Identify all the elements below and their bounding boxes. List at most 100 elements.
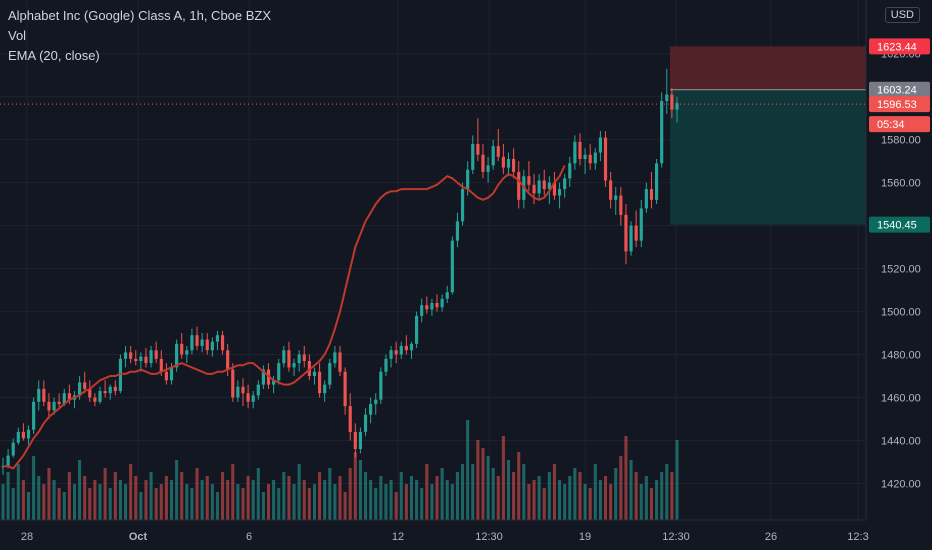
volume-bar	[205, 476, 209, 520]
candle	[154, 341, 158, 364]
volume-bar	[113, 472, 117, 520]
volume-bar	[593, 464, 597, 520]
volume-bar	[169, 480, 174, 520]
price-tick-label: 1500.00	[881, 307, 921, 319]
candle-body	[399, 345, 403, 355]
last-price-tag-bg	[869, 96, 930, 113]
candle-body	[404, 345, 408, 351]
candle-body	[32, 401, 36, 430]
candle-body	[98, 391, 102, 402]
candle	[649, 171, 654, 209]
price-tick-label: 1520.00	[881, 264, 921, 276]
candle	[195, 326, 199, 351]
volume-bar	[297, 464, 301, 520]
candle-body	[200, 339, 204, 346]
candle	[598, 131, 602, 162]
candle	[486, 156, 490, 183]
candle-body	[241, 386, 245, 394]
candle-body	[215, 335, 220, 342]
volume-bar	[185, 484, 189, 520]
volume-bar	[522, 464, 526, 520]
volume-bar	[649, 488, 654, 520]
candle	[200, 333, 204, 353]
candle-body	[231, 369, 235, 398]
candle	[425, 296, 429, 314]
candle-body	[624, 214, 628, 252]
candle	[491, 139, 495, 170]
candle	[323, 380, 327, 402]
volume-bar	[241, 488, 245, 520]
candle	[603, 131, 608, 187]
candle-body	[455, 221, 460, 241]
time-tick-label: 26	[765, 531, 777, 543]
candle-body	[52, 401, 56, 411]
candle	[578, 133, 582, 166]
candle-body	[21, 431, 26, 439]
volume-bar	[251, 480, 255, 520]
volume-bar	[624, 436, 628, 520]
candle-body	[175, 343, 179, 368]
candle	[333, 345, 337, 368]
short-position-tool[interactable]	[670, 46, 866, 225]
volume-bar	[496, 476, 500, 520]
candle	[404, 335, 408, 355]
volume-bar	[32, 456, 36, 520]
volume-bar	[629, 460, 633, 520]
candle-body	[532, 184, 536, 194]
candle	[302, 345, 306, 368]
volume-bar	[307, 488, 311, 520]
candle-body	[282, 350, 286, 364]
volume-bar	[639, 484, 643, 520]
candle-body	[93, 397, 97, 402]
volume-bar	[568, 476, 572, 520]
volume-bar	[466, 420, 470, 520]
candle	[338, 345, 342, 377]
candle-body	[139, 356, 143, 361]
volume-bar	[455, 472, 459, 520]
candle	[226, 343, 230, 377]
candle	[609, 171, 613, 209]
last-price-tag: 1596.53	[877, 99, 917, 111]
ema-legend[interactable]: EMA (20, close)	[8, 48, 100, 63]
price-tick-label: 1420.00	[881, 478, 921, 490]
volume-bar	[527, 484, 531, 520]
volume-bar	[154, 488, 158, 520]
candle	[129, 345, 133, 364]
target-price-tag-bg	[869, 216, 930, 233]
time-tick-label: Oct	[129, 531, 148, 543]
volume-bar	[578, 472, 582, 520]
symbol-title[interactable]: Alphabet Inc (Google) Class A, 1h, Cboe …	[8, 8, 272, 23]
candle	[506, 152, 511, 177]
candle-body	[557, 189, 562, 196]
volume-bar	[603, 476, 608, 520]
candle	[450, 236, 454, 295]
candle-body	[103, 391, 107, 394]
candle-body	[37, 388, 41, 402]
candle-body	[563, 178, 567, 190]
candle-body	[220, 335, 225, 351]
candle	[83, 371, 87, 394]
candle	[537, 174, 541, 200]
volume-bar	[88, 488, 92, 520]
candle	[123, 345, 128, 368]
candle-body	[588, 154, 592, 164]
candle-body	[312, 371, 317, 377]
candle	[57, 393, 61, 409]
candle-body	[195, 335, 199, 346]
candle	[573, 135, 577, 170]
candle	[384, 354, 388, 377]
time-axis[interactable]: 28 Oct 6 12 12:30 19 12:30 26 12:3	[0, 519, 932, 550]
candle-body	[552, 182, 557, 196]
candle-body	[343, 371, 347, 407]
candle-body	[261, 369, 265, 385]
volume-legend[interactable]: Vol	[8, 28, 27, 43]
candle-body	[108, 386, 112, 394]
candle-body	[389, 350, 393, 359]
candle-body	[83, 382, 87, 389]
volume-bar	[609, 484, 613, 520]
volume-bar	[481, 448, 485, 520]
candle	[629, 221, 633, 256]
volume-bar	[226, 480, 230, 520]
currency-button[interactable]: USD	[884, 7, 920, 23]
